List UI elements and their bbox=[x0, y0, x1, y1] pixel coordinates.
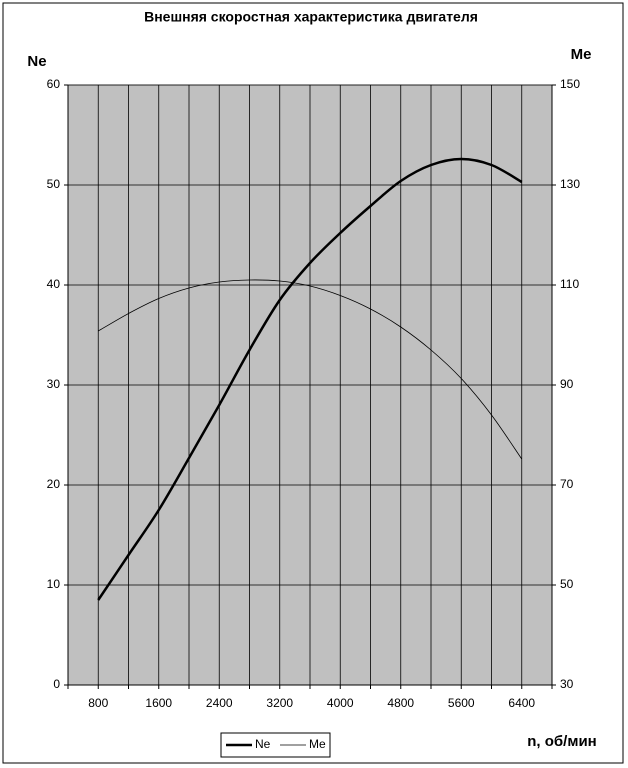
x-tick-label: 6400 bbox=[508, 696, 535, 710]
legend-label: Ne bbox=[255, 737, 271, 751]
y-tick-label: 40 bbox=[47, 277, 61, 291]
x-tick-label: 3200 bbox=[266, 696, 293, 710]
series-line bbox=[98, 279, 523, 460]
y2-tick-label: 150 bbox=[560, 77, 580, 91]
x-axis-title: n, об/мин bbox=[527, 733, 596, 750]
y-tick-label: 60 bbox=[47, 77, 61, 91]
y2-tick-label: 70 bbox=[560, 477, 574, 491]
y2-tick-label: 110 bbox=[560, 277, 579, 291]
y2-axis-title: Me bbox=[571, 46, 592, 63]
x-tick-label: 800 bbox=[88, 696, 108, 710]
series-line bbox=[97, 157, 523, 601]
y-axis-title: Ne bbox=[27, 53, 46, 70]
y-tick-label: 10 bbox=[47, 577, 61, 591]
y-tick-label: 0 bbox=[53, 677, 60, 691]
y-tick-label: 20 bbox=[47, 477, 61, 491]
y-tick-label: 50 bbox=[47, 177, 61, 191]
y2-tick-label: 50 bbox=[560, 577, 574, 591]
x-tick-label: 5600 bbox=[448, 696, 475, 710]
x-tick-label: 2400 bbox=[206, 696, 233, 710]
y2-tick-label: 30 bbox=[560, 677, 574, 691]
x-tick-label: 1600 bbox=[145, 696, 172, 710]
legend-label: Me bbox=[309, 737, 326, 751]
y-tick-label: 30 bbox=[47, 377, 61, 391]
y2-tick-label: 130 bbox=[560, 177, 580, 191]
x-tick-label: 4000 bbox=[327, 696, 354, 710]
x-tick-label: 4800 bbox=[387, 696, 414, 710]
y2-tick-label: 90 bbox=[560, 377, 574, 391]
chart-title: Внешняя скоростная характеристика двигат… bbox=[144, 9, 478, 25]
